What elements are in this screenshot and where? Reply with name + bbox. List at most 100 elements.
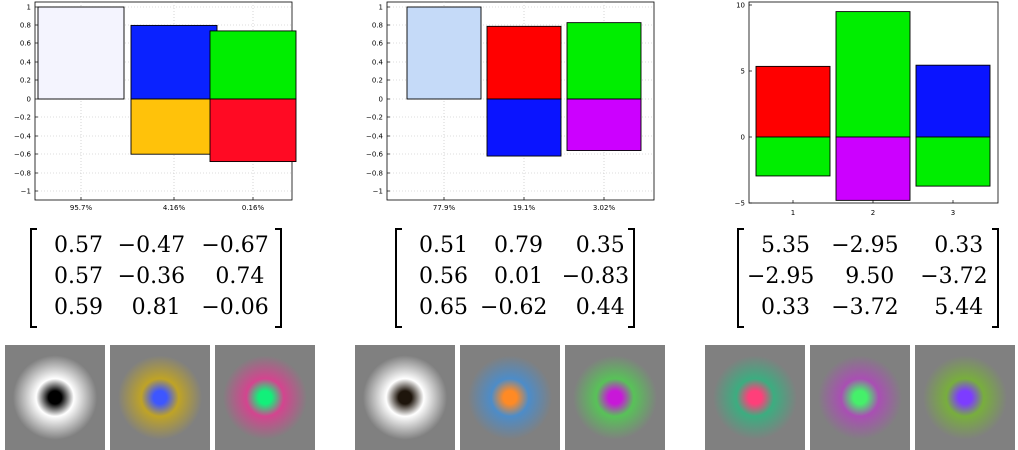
bar-segment xyxy=(406,6,482,100)
bar-segment xyxy=(835,11,911,138)
bar-segment xyxy=(566,98,642,151)
matrix-left-bracket xyxy=(395,228,402,328)
matrix-cell: −0.36 xyxy=(117,264,186,289)
bar-segment xyxy=(915,136,991,187)
filter-patch xyxy=(355,345,455,450)
y-tick-label: −0.8 xyxy=(14,170,31,178)
y-tick-label: 10 xyxy=(736,2,745,10)
matrix-2: 0.51 0.79 0.35 0.56 0.01 −0.83 0.65 −0.62 0.44 xyxy=(395,228,635,328)
x-tick-label: 95.7% xyxy=(70,204,93,212)
y-tick-label: −1 xyxy=(373,188,383,196)
matrix-cell: −0.83 xyxy=(561,264,630,289)
patch-row-3 xyxy=(705,345,1018,450)
bar-segment xyxy=(209,30,297,100)
filter-patch xyxy=(705,345,805,450)
x-tick-label: 4.16% xyxy=(163,204,186,212)
matrix-cell: 0.59 xyxy=(54,295,103,320)
filter-patch xyxy=(215,345,315,450)
y-tick-label: 0.6 xyxy=(20,40,32,48)
y-tick-label: −0.6 xyxy=(366,151,384,159)
matrix-row: 0.57 −0.47 −0.67 xyxy=(40,230,282,261)
bar-segment xyxy=(37,6,125,100)
x-tick-label: 0.16% xyxy=(242,204,265,212)
matrix-cell: −2.95 xyxy=(831,233,899,258)
matrix-cell: −3.72 xyxy=(920,264,988,289)
y-tick-label: −0.6 xyxy=(14,151,32,159)
y-tick-label: 0.6 xyxy=(372,40,384,48)
matrix-left-bracket xyxy=(737,228,744,328)
axes-frame xyxy=(386,1,655,201)
matrix-row: 0.59 0.81 −0.06 xyxy=(40,292,282,323)
matrix-cell: −0.47 xyxy=(117,233,186,258)
filter-patch xyxy=(5,345,105,450)
y-tick-label: 0 xyxy=(27,96,31,104)
matrix-cell: 5.35 xyxy=(761,233,810,258)
bar-segment xyxy=(130,98,218,155)
y-tick-label: −0.4 xyxy=(366,133,384,141)
y-tick-label: 0.4 xyxy=(20,59,32,67)
bar-segment xyxy=(755,65,831,138)
patch-row-1 xyxy=(5,345,320,450)
matrix-right-bracket xyxy=(275,228,282,328)
bar-chart-1: 1 0.8 0.6 0.4 0.2 0 −0.2 −0.4 −0.6 −0.8 −1 95.7% 4.1… xyxy=(14,1,297,212)
matrix-cell: 0.81 xyxy=(131,295,181,320)
filter-patch xyxy=(810,345,910,450)
bar-segment xyxy=(755,136,831,177)
x-tick-label: 2 xyxy=(871,209,875,215)
matrix-cell: 5.44 xyxy=(934,295,984,320)
y-tick-label: 0 xyxy=(741,134,745,142)
matrix-cell: −0.06 xyxy=(201,295,269,320)
y-tick-label: 0.2 xyxy=(372,77,383,85)
bar-segment xyxy=(486,98,562,157)
y-tick-label: −0.8 xyxy=(366,170,383,178)
matrix-cell: 0.74 xyxy=(215,264,265,289)
matrix-3: 5.35 −2.95 0.33 −2.95 9.50 −3.72 0.33 −3.72 5.44 xyxy=(737,228,999,328)
matrix-row: −2.95 9.50 −3.72 xyxy=(747,261,999,292)
y-tick-label: −0.4 xyxy=(14,133,32,141)
y-tick-label: 0.4 xyxy=(372,59,384,67)
filter-patch xyxy=(460,345,560,450)
matrix-cell: −0.67 xyxy=(201,233,269,258)
matrix-table: 0.57 −0.47 −0.67 0.57 −0.36 0.74 0.59 0.81 −0.06 xyxy=(40,230,282,323)
y-tick-label: 0 xyxy=(379,96,383,104)
bar-chart-2: 1 0.8 0.6 0.4 0.2 0 −0.2 −0.4 −0.6 −0.8 −1 77.9% 19.… xyxy=(366,1,655,212)
y-tick-label: 1 xyxy=(27,4,31,12)
matrix-cell: 0.44 xyxy=(575,295,625,320)
y-tick-label: −0.2 xyxy=(366,114,383,122)
axes-frame xyxy=(748,1,999,204)
matrix-row: 0.33 −3.72 5.44 xyxy=(747,292,999,323)
y-tick-label: −0.2 xyxy=(14,114,31,122)
bar-segment xyxy=(835,136,911,201)
matrix-cell: 0.57 xyxy=(54,264,103,289)
matrix-row: 0.51 0.79 0.35 xyxy=(405,230,635,261)
bar-segment xyxy=(130,24,218,100)
x-tick-label: 3.02% xyxy=(593,204,616,212)
matrix-table: 0.51 0.79 0.35 0.56 0.01 −0.83 0.65 −0.62 0.44 xyxy=(405,230,635,323)
bar-segment xyxy=(209,98,297,163)
x-tick-label: 3 xyxy=(951,209,955,215)
y-tick-label: 1 xyxy=(379,4,383,12)
matrix-cell: 9.50 xyxy=(845,264,895,289)
x-tick-label: 1 xyxy=(791,209,795,215)
matrix-right-bracket xyxy=(992,228,999,328)
filter-patch xyxy=(110,345,210,450)
matrix-cell: −3.72 xyxy=(831,295,899,320)
patch-row-2 xyxy=(355,345,670,450)
matrix-cell: 0.79 xyxy=(494,233,543,258)
bar-segment xyxy=(566,22,642,100)
matrix-cell: −0.62 xyxy=(480,295,548,320)
matrix-cell: 0.35 xyxy=(575,233,625,258)
matrix-1: 0.57 −0.47 −0.67 0.57 −0.36 0.74 0.59 0.81 −0.06 xyxy=(30,228,282,328)
y-tick-label: 5 xyxy=(741,68,745,76)
matrix-right-bracket xyxy=(628,228,635,328)
matrix-row: 0.57 −0.36 0.74 xyxy=(40,261,282,292)
bar-segment xyxy=(486,25,562,100)
matrix-cell: 0.51 xyxy=(419,233,468,258)
x-tick-label: 77.9% xyxy=(433,204,456,212)
matrix-cell: −2.95 xyxy=(747,264,815,289)
y-tick-label: −1 xyxy=(21,188,31,196)
matrix-row: 0.65 −0.62 0.44 xyxy=(405,292,635,323)
matrix-cell: 0.33 xyxy=(934,233,984,258)
y-tick-label: 0.8 xyxy=(372,22,383,30)
matrix-cell: 0.56 xyxy=(419,264,468,289)
